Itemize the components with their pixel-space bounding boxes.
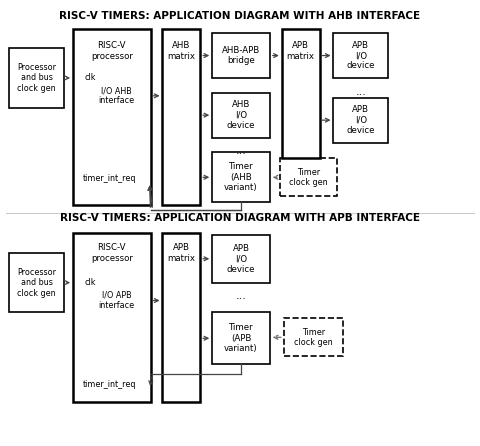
- Text: AHB
I/O
device: AHB I/O device: [227, 100, 255, 130]
- Text: I/O AHB
interface: I/O AHB interface: [99, 86, 135, 106]
- Text: Timer
(AHB
variant): Timer (AHB variant): [224, 162, 258, 192]
- Bar: [280, 158, 337, 196]
- Bar: [334, 33, 388, 78]
- Bar: [212, 235, 270, 283]
- Text: Timer
(APB
variant): Timer (APB variant): [224, 323, 258, 353]
- Text: APB
matrix: APB matrix: [287, 41, 315, 61]
- Text: RISC-V
processor: RISC-V processor: [91, 41, 132, 61]
- Bar: [9, 48, 64, 108]
- Bar: [162, 29, 200, 205]
- Bar: [334, 98, 388, 143]
- Text: ...: ...: [236, 290, 246, 301]
- Text: Timer
clock gen: Timer clock gen: [289, 168, 328, 187]
- Bar: [284, 318, 343, 356]
- Text: ...: ...: [355, 87, 366, 97]
- Bar: [73, 29, 151, 205]
- Text: Processor
and bus
clock gen: Processor and bus clock gen: [17, 63, 56, 93]
- Text: RISC-V TIMERS: APPLICATION DIAGRAM WITH AHB INTERFACE: RISC-V TIMERS: APPLICATION DIAGRAM WITH …: [60, 11, 420, 21]
- Text: timer_int_req: timer_int_req: [83, 174, 136, 183]
- Bar: [9, 253, 64, 313]
- Bar: [212, 93, 270, 137]
- Bar: [162, 233, 200, 402]
- Text: RISC-V
processor: RISC-V processor: [91, 243, 132, 263]
- Text: timer_int_req: timer_int_req: [83, 380, 136, 389]
- Text: APB
I/O
device: APB I/O device: [227, 244, 255, 274]
- Text: APB
I/O
device: APB I/O device: [347, 105, 375, 135]
- Text: APB
I/O
device: APB I/O device: [347, 41, 375, 70]
- Text: AHB
matrix: AHB matrix: [168, 41, 195, 61]
- Text: Timer
clock gen: Timer clock gen: [294, 327, 333, 347]
- Bar: [212, 33, 270, 78]
- Text: AHB-APB
bridge: AHB-APB bridge: [222, 46, 260, 65]
- Text: I/O APB
interface: I/O APB interface: [99, 291, 135, 310]
- Text: ...: ...: [236, 146, 246, 157]
- Text: APB
matrix: APB matrix: [168, 243, 195, 263]
- Bar: [212, 313, 270, 364]
- Bar: [73, 233, 151, 402]
- Text: RISC-V TIMERS: APPLICATION DIAGRAM WITH APB INTERFACE: RISC-V TIMERS: APPLICATION DIAGRAM WITH …: [60, 213, 420, 223]
- Text: clk: clk: [85, 278, 96, 287]
- Bar: [282, 29, 320, 158]
- Text: clk: clk: [85, 74, 96, 83]
- Text: Processor
and bus
clock gen: Processor and bus clock gen: [17, 268, 56, 297]
- Bar: [212, 153, 270, 202]
